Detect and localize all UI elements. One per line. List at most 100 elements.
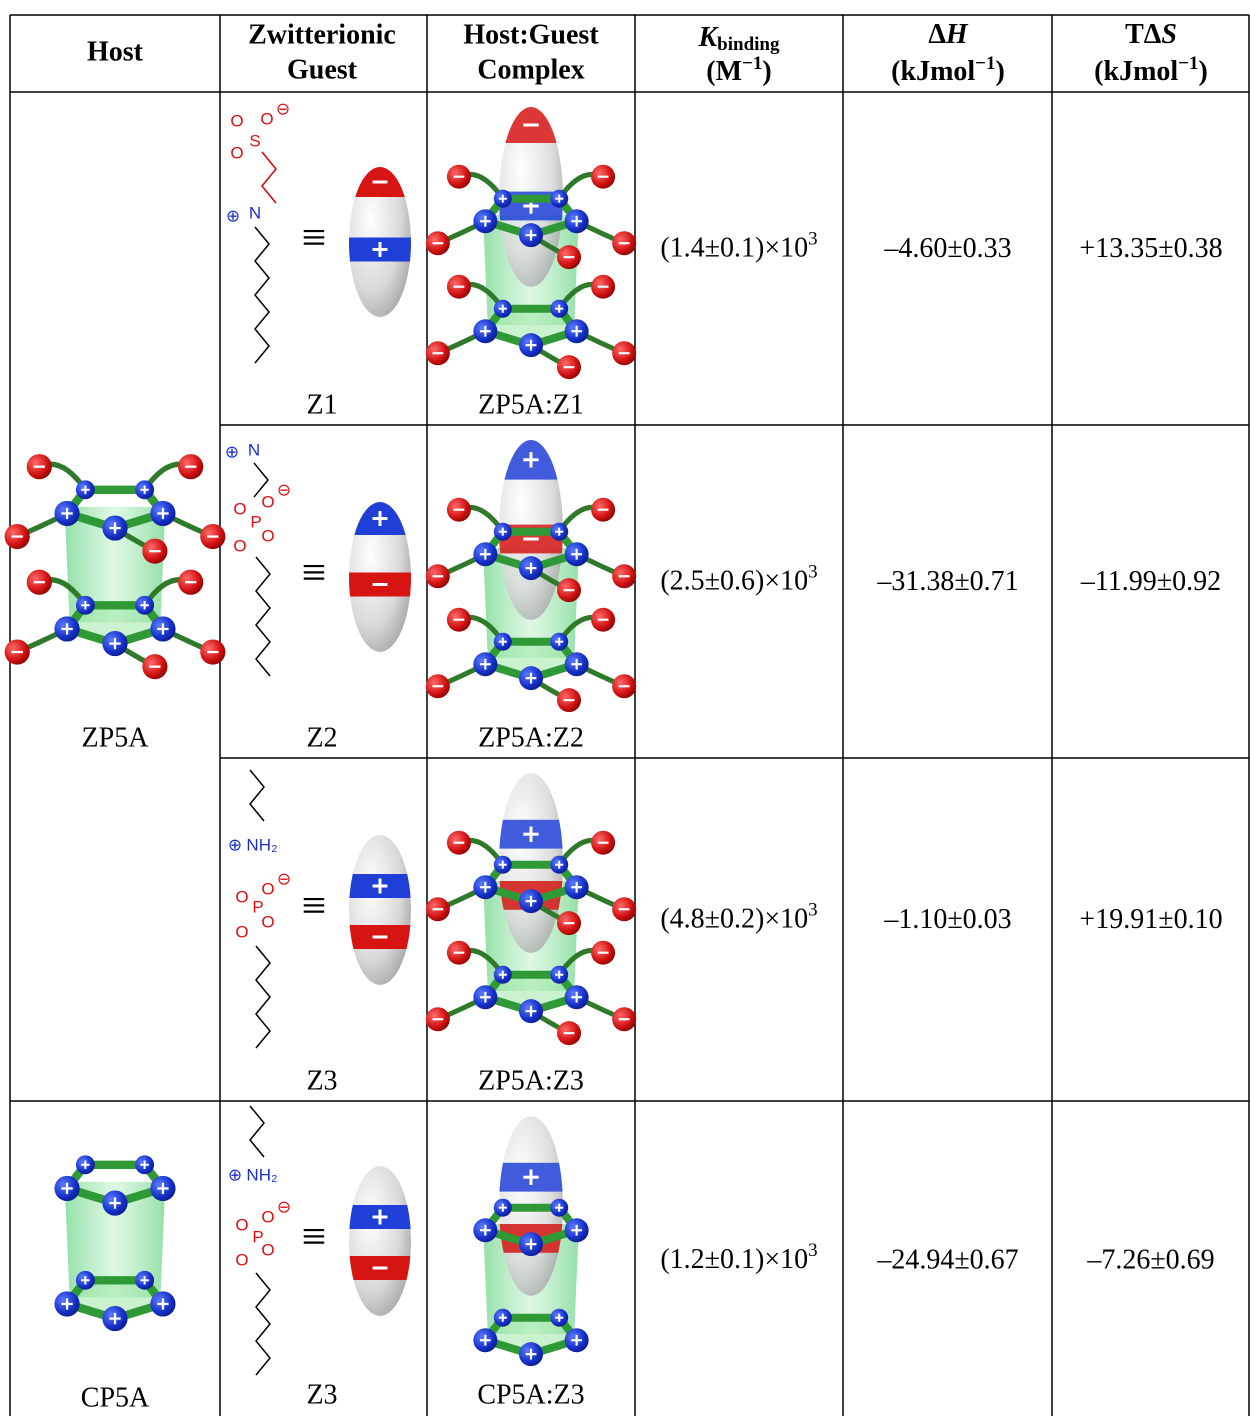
header: Host Zwitterionic Guest Host:Guest Compl… <box>87 19 1208 87</box>
guest-body <box>349 1166 411 1316</box>
atom-label: O <box>235 1250 248 1269</box>
atom-label: ⊖ <box>277 1197 291 1216</box>
guest-label: Z3 <box>306 1379 337 1410</box>
unit: (M <box>706 56 742 87</box>
atom-label: O <box>261 492 274 511</box>
guest-label: Z3 <box>306 1065 337 1096</box>
header-dh-unit: (kJmol−1) <box>891 53 1005 87</box>
symbol: H <box>945 19 969 50</box>
superscript: −1 <box>975 53 995 74</box>
symbol: S <box>1161 19 1177 50</box>
delta: Δ <box>928 19 946 50</box>
table: Host Zwitterionic Guest Host:Guest Compl… <box>0 0 1250 1416</box>
complex-label: ZP5A:Z1 <box>478 389 584 420</box>
unit-close: ) <box>762 56 771 87</box>
unit: (kJmol <box>891 56 975 87</box>
equiv: ≡ <box>302 1212 327 1261</box>
atom-label: O <box>235 887 248 906</box>
table-row: ⊕NOO⊖POO≡Z2ZP5A:Z2(2.5±0.6)×103–31.38±0.… <box>225 440 1221 753</box>
atom-label: O <box>261 879 274 898</box>
delta-h: –24.94±0.67 <box>876 1244 1018 1275</box>
atom-label: O <box>235 922 248 941</box>
complex-model <box>426 440 636 712</box>
atom-label: ⊕ <box>228 1165 242 1184</box>
grid <box>10 15 1249 1416</box>
header-guest: Guest <box>287 54 358 85</box>
atom-label: S <box>249 131 260 150</box>
k-binding: (1.4±0.1)×103 <box>660 229 817 264</box>
atom-label: O <box>261 1240 274 1259</box>
complex-model <box>473 1116 588 1366</box>
atom-label: NH₂ <box>246 1165 277 1184</box>
delta: TΔ <box>1125 19 1162 50</box>
delta-h: –4.60±0.33 <box>883 233 1011 264</box>
chain <box>255 227 269 363</box>
chain <box>250 1106 264 1157</box>
k-exponent: 3 <box>808 1240 818 1261</box>
equiv: ≡ <box>302 881 327 930</box>
host-label: ZP5A <box>82 722 150 753</box>
header-dh: ΔH <box>928 19 969 50</box>
atom-label: ⊖ <box>277 869 291 888</box>
chain <box>256 557 270 676</box>
superscript: −1 <box>1178 53 1198 74</box>
chain <box>262 152 276 203</box>
equiv: ≡ <box>302 548 327 597</box>
t-delta-s: –11.99±0.92 <box>1080 566 1221 597</box>
complex-model <box>426 107 636 379</box>
atom-label: O <box>233 536 246 555</box>
k-binding: (1.2±0.1)×103 <box>660 1240 817 1275</box>
guest-label: Z1 <box>306 389 337 420</box>
k-exponent: 3 <box>808 229 818 250</box>
t-delta-s: +19.91±0.10 <box>1079 904 1222 935</box>
k-exponent: 3 <box>808 562 818 583</box>
header-tds-unit: (kJmol−1) <box>1094 53 1208 87</box>
guest-model <box>349 1166 411 1316</box>
atom-label: ⊖ <box>276 99 290 118</box>
header-host: Host <box>87 36 144 67</box>
header-k: Kbinding <box>697 22 780 55</box>
header-complex: Host:Guest <box>463 19 599 50</box>
atom-label: O <box>230 111 243 130</box>
t-delta-s: +13.35±0.38 <box>1079 233 1222 264</box>
atom-label: O <box>261 1207 274 1226</box>
atom-label: O <box>233 499 246 518</box>
k-mantissa: (2.5±0.6)×10 <box>660 566 808 597</box>
host-label: CP5A <box>81 1382 150 1413</box>
header-guest: Zwitterionic <box>248 19 396 50</box>
delta-h: –31.38±0.71 <box>876 566 1018 597</box>
equiv: ≡ <box>302 213 327 262</box>
guest-model <box>349 502 411 652</box>
atom-label: O <box>261 526 274 545</box>
atom-label: O <box>261 912 274 931</box>
atom-label: P <box>250 512 261 531</box>
chain <box>256 946 270 1048</box>
atom-label: ⊕ <box>228 835 242 854</box>
guest-body <box>349 835 411 985</box>
table-row: ⊕NH₂OO⊖POO≡Z3CP5A:Z3(1.2±0.1)×103–24.94±… <box>228 1106 1215 1410</box>
unit-close: ) <box>1199 56 1208 87</box>
atom-label: O <box>230 143 243 162</box>
complex-model <box>426 773 636 1045</box>
k-mantissa: (1.4±0.1)×10 <box>660 233 808 264</box>
atom-label: ⊖ <box>277 480 291 499</box>
k-exponent: 3 <box>808 900 818 921</box>
chain <box>250 770 264 821</box>
header-k-unit: (M−1) <box>706 53 771 87</box>
table-row: OO⊖OS⊕N≡Z1ZP5A:Z1(1.4±0.1)×103–4.60±0.33… <box>226 99 1223 420</box>
superscript: −1 <box>742 53 762 74</box>
atom-label: NH₂ <box>246 835 277 854</box>
complex-label: CP5A:Z3 <box>477 1379 584 1410</box>
unit-close: ) <box>996 56 1005 87</box>
host-cell: ZP5A CP5A <box>5 454 226 1413</box>
guest-label: Z2 <box>306 722 337 753</box>
guest-model <box>349 167 411 317</box>
delta-h: –1.10±0.03 <box>883 904 1011 935</box>
k-mantissa: (4.8±0.2)×10 <box>660 904 808 935</box>
complex-label: ZP5A:Z2 <box>478 722 584 753</box>
k-mantissa: (1.2±0.1)×10 <box>660 1244 808 1275</box>
guest-model <box>349 835 411 985</box>
subscript: binding <box>717 34 780 55</box>
atom-label: ⊕ <box>226 206 240 225</box>
